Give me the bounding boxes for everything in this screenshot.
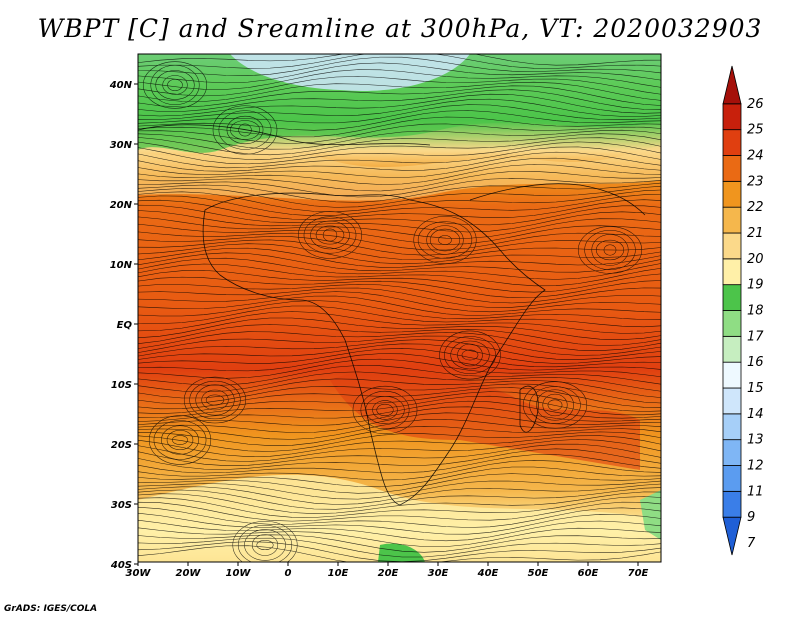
colorbar-label: 7 bbox=[747, 536, 756, 551]
colorbar-segment bbox=[722, 361, 742, 389]
lon-tick-label: 20W bbox=[176, 568, 202, 579]
lat-tick-label: 30S bbox=[111, 500, 132, 511]
wbpt-field bbox=[138, 54, 661, 562]
colorbar: 7 9 11 12 13 14 15 16 17 18 19 20 21 22 23 24 25 26 bbox=[722, 65, 764, 556]
colorbar-label: 14 bbox=[747, 407, 764, 422]
grads-credit: GrADS: IGES/COLA bbox=[4, 604, 98, 614]
lon-tick-label: 50E bbox=[528, 568, 549, 579]
lon-tick-label: 10W bbox=[226, 568, 252, 579]
colorbar-segment bbox=[722, 180, 742, 208]
map-frame bbox=[137, 53, 662, 563]
colorbar-label: 9 bbox=[747, 510, 755, 525]
colorbar-segment bbox=[722, 65, 742, 105]
lon-tick-label: 60E bbox=[578, 568, 599, 579]
lat-tick-label: 20S bbox=[111, 440, 132, 451]
lat-tick-label: 40N bbox=[109, 80, 133, 91]
lon-tick-label: 30W bbox=[126, 568, 152, 579]
lon-tick-label: 20E bbox=[378, 568, 399, 579]
colorbar-label: 11 bbox=[747, 484, 764, 499]
colorbar-label: 16 bbox=[747, 355, 764, 370]
colorbar-label: 25 bbox=[747, 123, 764, 138]
lon-tick-label: 0 bbox=[285, 568, 292, 579]
colorbar-segment bbox=[722, 155, 742, 182]
colorbar-label: 26 bbox=[747, 97, 764, 112]
colorbar-segment bbox=[722, 310, 742, 337]
colorbar-label: 12 bbox=[747, 459, 764, 474]
lat-tick-label: 40S bbox=[110, 560, 132, 571]
lat-tick-label: EQ bbox=[117, 320, 133, 331]
colorbar-label: 23 bbox=[747, 174, 764, 189]
colorbar-segment bbox=[722, 387, 742, 415]
colorbar-segment bbox=[722, 516, 742, 556]
lat-tick-label: 20N bbox=[110, 200, 133, 211]
colorbar-segment bbox=[722, 284, 742, 311]
lon-tick-label: 40E bbox=[477, 568, 499, 579]
colorbar-label: 13 bbox=[747, 433, 764, 448]
colorbar-segment bbox=[722, 206, 742, 234]
colorbar-label: 15 bbox=[747, 381, 764, 396]
colorbar-segment bbox=[722, 439, 742, 466]
colorbar-segment bbox=[722, 232, 742, 260]
colorbar-label: 17 bbox=[747, 329, 764, 344]
colorbar-label: 18 bbox=[747, 304, 764, 319]
colorbar-segment bbox=[722, 258, 742, 286]
colorbar-segment bbox=[722, 490, 742, 518]
lat-tick-label: 10N bbox=[110, 260, 133, 271]
colorbar-label: 21 bbox=[747, 226, 764, 241]
latitude-axis: 40N 30N 20N 10N EQ 10S 20S 30S 40S bbox=[109, 80, 138, 571]
colorbar-label: 22 bbox=[747, 200, 764, 215]
colorbar-segment bbox=[722, 129, 742, 156]
colorbar-label: 24 bbox=[747, 149, 764, 164]
colorbar-segment bbox=[722, 103, 742, 131]
lon-tick-label: 10E bbox=[328, 568, 349, 579]
lon-tick-label: 70E bbox=[628, 568, 649, 579]
colorbar-segment bbox=[722, 335, 742, 363]
colorbar-segment bbox=[722, 413, 742, 441]
lon-tick-label: 30E bbox=[428, 568, 449, 579]
lat-tick-label: 10S bbox=[111, 380, 132, 391]
colorbar-label: 19 bbox=[747, 278, 764, 293]
colorbar-label: 20 bbox=[747, 252, 764, 267]
chart-title: WBPT [C] and Sreamline at 300hPa, VT: 20… bbox=[37, 14, 763, 43]
longitude-axis: 30W 20W 10W 0 10E 20E 30E 40E 50E 60E 70E bbox=[126, 562, 649, 579]
lat-tick-label: 30N bbox=[110, 140, 133, 151]
colorbar-segment bbox=[722, 465, 742, 492]
